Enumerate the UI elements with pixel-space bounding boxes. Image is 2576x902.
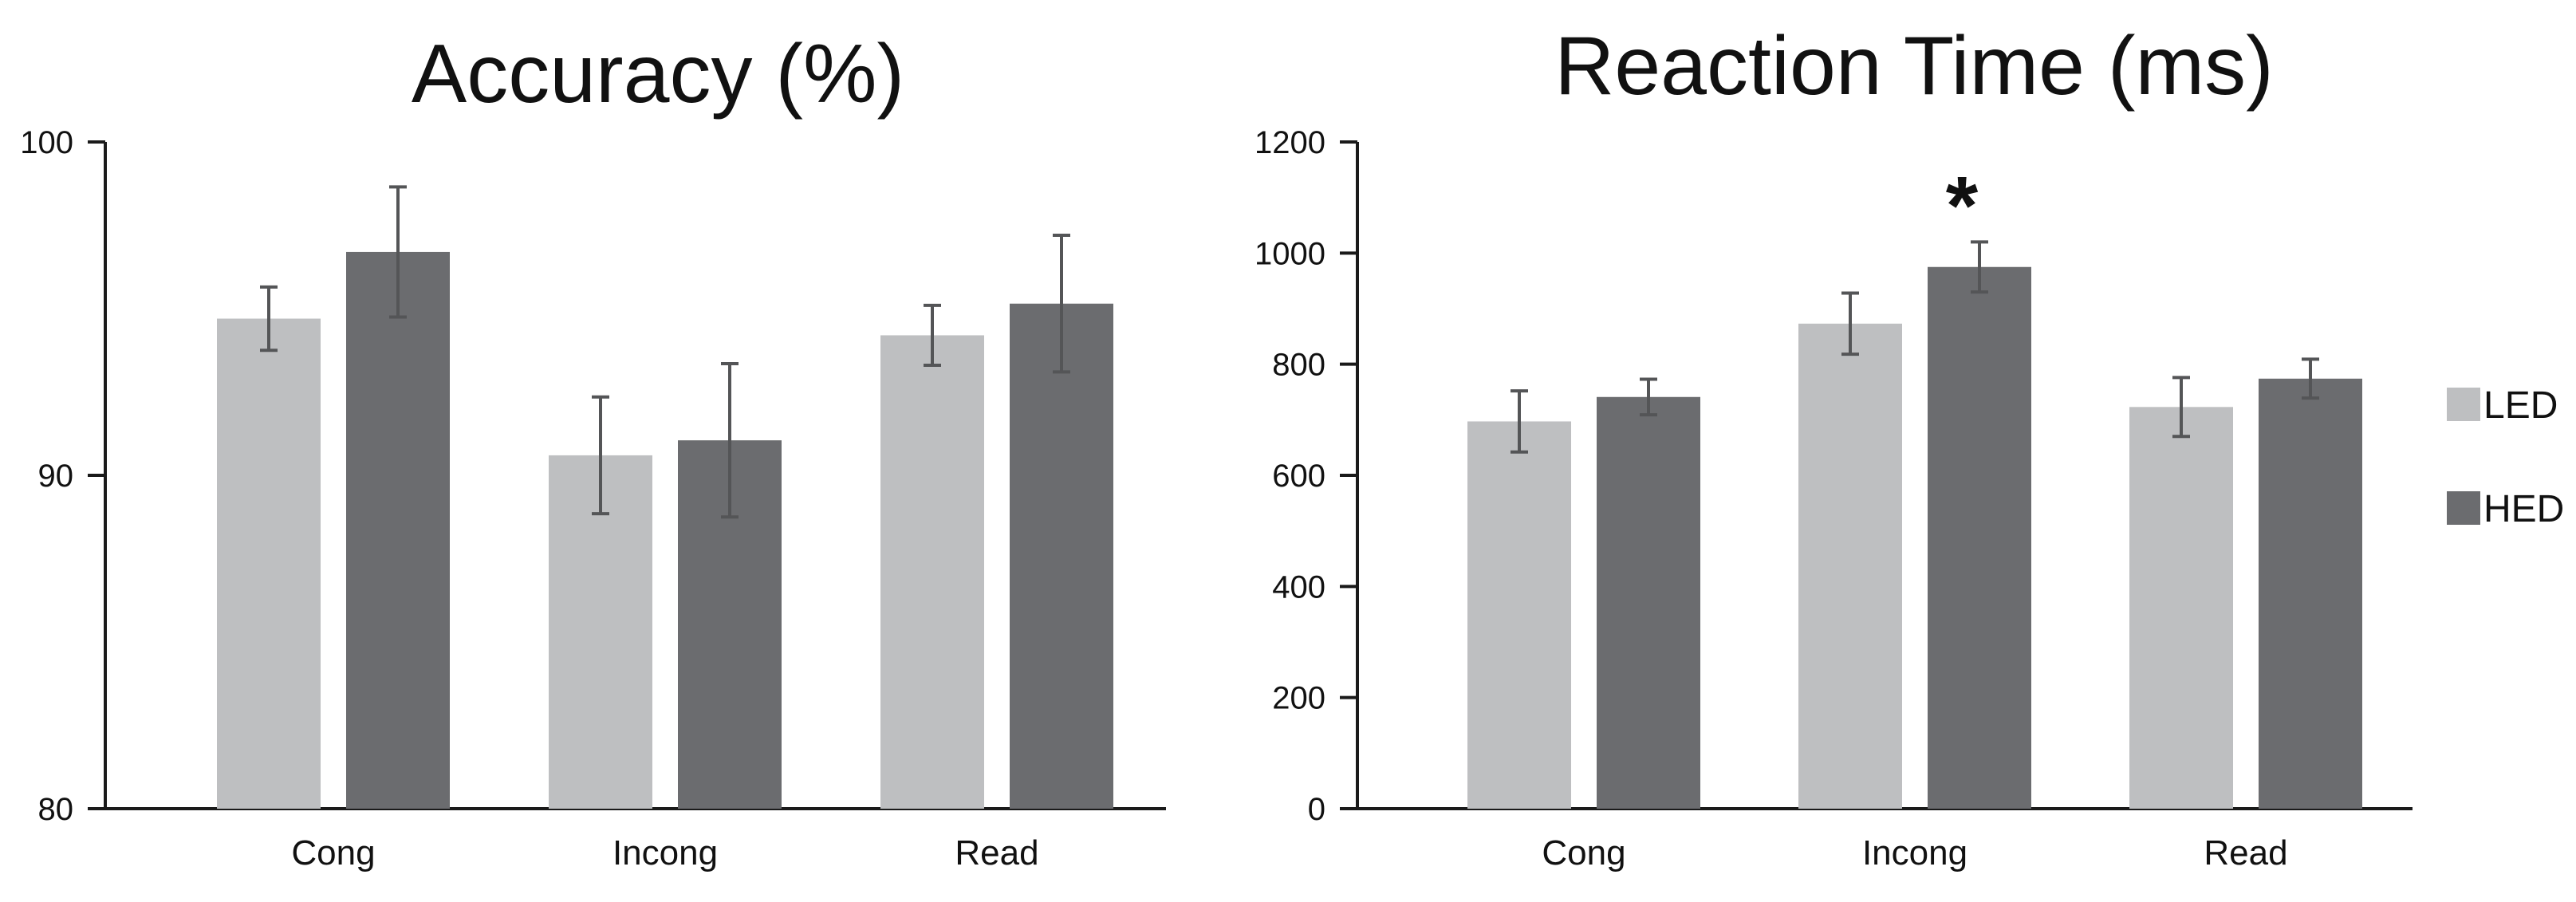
accuracy-bar-cong-hed (346, 251, 450, 809)
legend: LED HED (2447, 384, 2564, 530)
accuracy-bar-read-hed (1010, 303, 1113, 809)
reaction-time-y-tick-label: 800 (1272, 348, 1325, 383)
reaction-time-y-tick-label: 1200 (1255, 125, 1325, 160)
accuracy-bar-cong-led (217, 318, 321, 809)
reaction-time-bar-incong-led (1798, 323, 1902, 809)
reaction-time-bar-incong-hed (1928, 266, 2031, 809)
legend-swatch-hed (2447, 491, 2480, 525)
accuracy-y-tick-label: 80 (38, 792, 74, 827)
accuracy-chart: Accuracy (%) 80 90 100 Cong Incong Read (20, 28, 1166, 872)
accuracy-category-label: Incong (612, 833, 718, 872)
accuracy-bar-read-led (880, 335, 984, 809)
reaction-time-y-tick-label: 600 (1272, 459, 1325, 494)
reaction-time-y-tick-label: 200 (1272, 681, 1325, 716)
reaction-time-title: Reaction Time (ms) (1554, 20, 2274, 112)
accuracy-title: Accuracy (%) (412, 28, 904, 120)
accuracy-y-tick-label: 90 (38, 459, 74, 494)
reaction-time-bar-read-hed (2259, 378, 2362, 809)
reaction-time-bar-cong-hed (1597, 396, 1700, 809)
accuracy-y-tick-label: 100 (20, 125, 73, 160)
reaction-time-bar-cong-led (1467, 421, 1571, 809)
reaction-time-category-label: Read (2204, 833, 2287, 872)
legend-label-led: LED (2483, 384, 2558, 427)
accuracy-category-label: Read (955, 833, 1038, 872)
reaction-time-category-label: Incong (1862, 833, 1967, 872)
reaction-time-y-tick-label: 1000 (1255, 236, 1325, 271)
reaction-time-chart: Reaction Time (ms) 0 200 400 600 800 1000 1200 C… (1255, 20, 2413, 872)
accuracy-category-label: Cong (291, 833, 375, 872)
reaction-time-y-tick-label: 400 (1272, 569, 1325, 605)
reaction-time-significance-marker: * (1946, 160, 1979, 252)
reaction-time-category-label: Cong (1542, 833, 1625, 872)
reaction-time-y-tick-label: 0 (1308, 792, 1325, 827)
legend-swatch-led (2447, 388, 2480, 421)
legend-label-hed: HED (2483, 488, 2564, 530)
reaction-time-bar-read-led (2129, 407, 2233, 809)
